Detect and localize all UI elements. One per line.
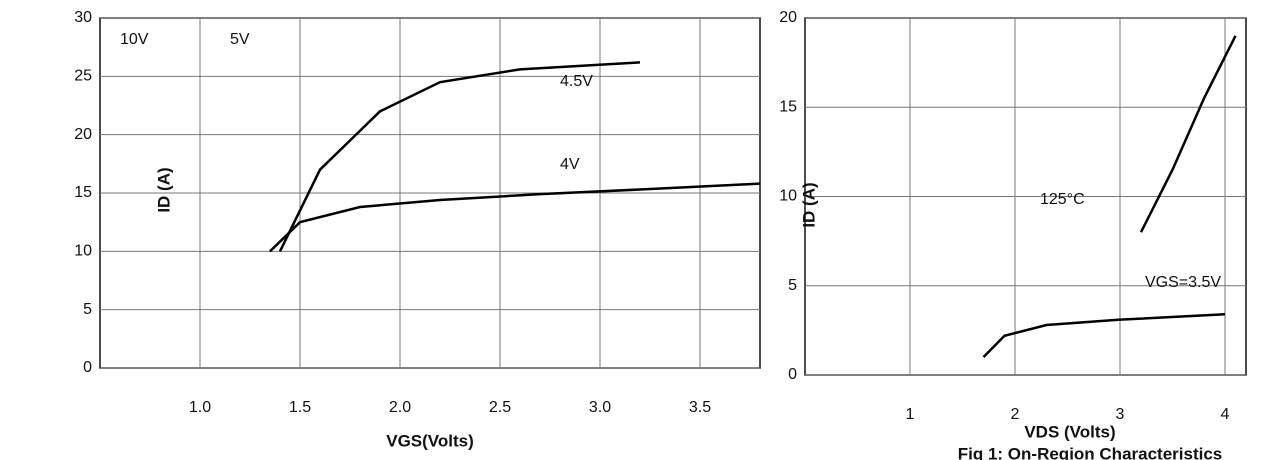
- x-tick-label: 3.0: [589, 399, 611, 416]
- y-axis-title: ID (A): [154, 167, 173, 212]
- annotation: 10V: [120, 31, 149, 48]
- x-tick-label: 1.5: [289, 399, 311, 416]
- annotation: 5V: [230, 31, 250, 48]
- x-tick-label: 2: [1011, 406, 1020, 423]
- series-line: [278, 61, 641, 252]
- chart-title: Fig 1: On-Region Characteristics: [958, 444, 1223, 460]
- y-tick-label: 10: [74, 243, 92, 260]
- y-tick-label: 5: [83, 301, 92, 318]
- series-line: [982, 313, 1226, 359]
- series-line: [1139, 35, 1237, 233]
- y-tick-label: 15: [74, 184, 92, 201]
- x-tick-label: 4: [1221, 406, 1230, 423]
- left-chart: 0 5 10 15 20 25 30 1.0 1.5 2.0 2.5 3.0 3.5: [74, 9, 761, 416]
- annotation: 4V: [560, 156, 580, 173]
- y-tick-label: 0: [788, 366, 797, 383]
- x-axis-title: VDS (Volts): [1024, 422, 1115, 441]
- x-tick-label: 2.0: [389, 399, 411, 416]
- y-tick-label: 20: [779, 9, 797, 26]
- y-tick-label: 15: [779, 98, 797, 115]
- x-tick-label: 3.5: [689, 399, 711, 416]
- x-axis-title: VGS(Volts): [386, 431, 474, 450]
- y-tick-label: 0: [83, 359, 92, 376]
- annotation: 4.5V: [560, 73, 593, 90]
- x-tick-label: 1.0: [189, 399, 211, 416]
- y-tick-label: 25: [74, 68, 92, 85]
- x-tick-label: 2.5: [489, 399, 511, 416]
- y-tick-label: 30: [74, 9, 92, 26]
- y-tick-label: 5: [788, 277, 797, 294]
- annotation: 125°C: [1040, 191, 1085, 208]
- x-tick-label: 3: [1116, 406, 1125, 423]
- x-tick-label: 1: [906, 406, 915, 423]
- y-axis-title: ID (A): [799, 182, 818, 227]
- y-tick-label: 20: [74, 126, 92, 143]
- y-tick-label: 10: [779, 188, 797, 205]
- right-chart: 0 5 10 15 20 1 2 3 4: [779, 9, 1247, 423]
- annotation: VGS=3.5V: [1145, 274, 1221, 291]
- series-line: [269, 182, 761, 253]
